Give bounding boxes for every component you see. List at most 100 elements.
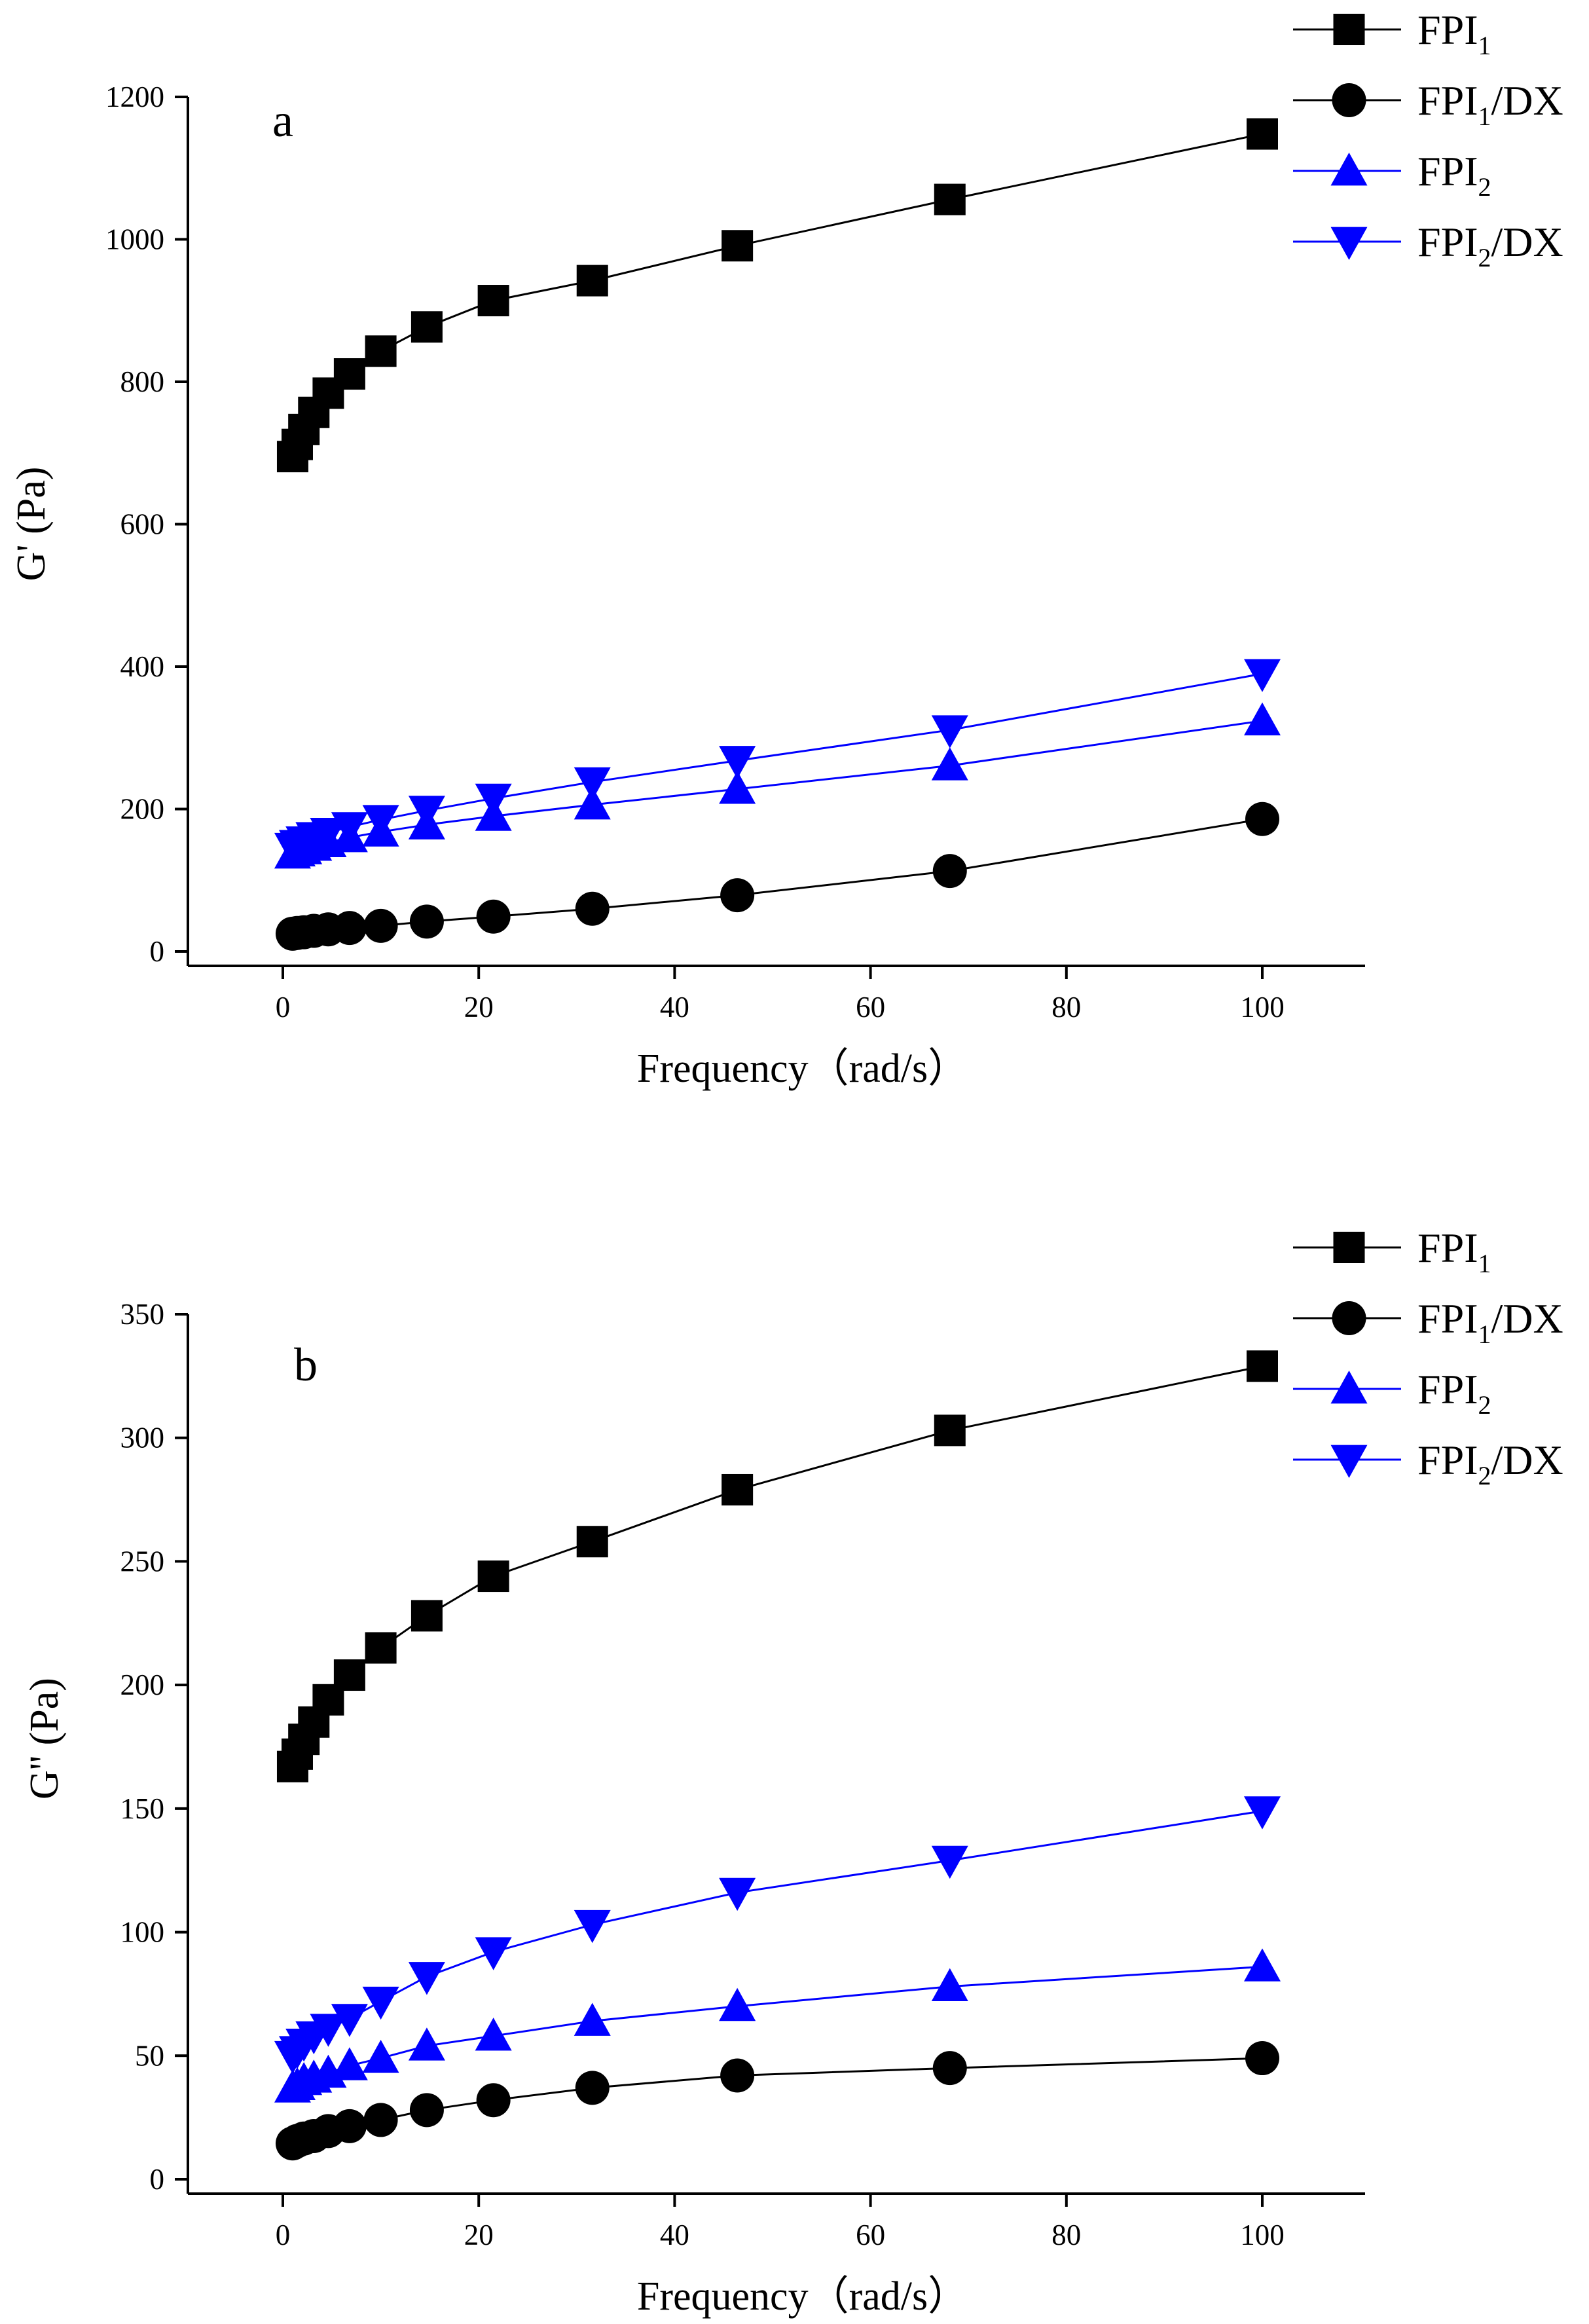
- data-point: [475, 1937, 512, 1970]
- legend-entry-fpi2-dx: FPI2/DX: [1293, 219, 1563, 272]
- series-fpi1-dx: [275, 2041, 1279, 2161]
- series-fpi1: [276, 118, 1278, 473]
- y-tick-label: 0: [150, 935, 165, 968]
- data-point: [363, 908, 398, 943]
- legend-label: FPI2/DX: [1417, 1437, 1563, 1490]
- x-tick-label: 40: [660, 991, 689, 1024]
- data-point: [932, 2051, 967, 2086]
- data-point: [931, 1845, 968, 1879]
- legend-entry-fpi1: FPI1: [1293, 7, 1491, 60]
- data-point: [332, 911, 367, 946]
- x-tick-label: 60: [856, 2219, 885, 2251]
- series-line: [292, 673, 1263, 849]
- x-tick-label: 60: [856, 991, 885, 1024]
- legend-marker: [1333, 14, 1365, 45]
- data-point: [476, 2083, 511, 2118]
- data-point: [931, 715, 968, 748]
- data-point: [333, 1659, 365, 1691]
- data-point: [409, 904, 444, 939]
- y-tick-label: 1000: [105, 223, 164, 256]
- y-tick-label: 0: [150, 2163, 165, 2196]
- legend-entry-fpi2: FPI2: [1293, 1366, 1491, 1420]
- data-point: [362, 2040, 399, 2073]
- series-line: [291, 133, 1263, 457]
- x-tick-label: 80: [1051, 2219, 1081, 2251]
- data-point: [574, 2002, 611, 2036]
- data-point: [1244, 702, 1281, 736]
- x-tick-label: 40: [660, 2219, 689, 2251]
- data-point: [476, 899, 511, 934]
- data-point: [365, 335, 397, 367]
- data-point: [331, 2047, 368, 2080]
- legend-label: FPI1: [1417, 1225, 1491, 1278]
- legend-entry-fpi1: FPI1: [1293, 1225, 1491, 1278]
- data-point: [1247, 1350, 1278, 1382]
- data-point: [574, 786, 611, 820]
- y-tick-label: 250: [120, 1545, 165, 1577]
- data-point: [310, 817, 347, 851]
- data-point: [331, 812, 368, 845]
- data-point: [719, 746, 756, 779]
- x-tick-label: 0: [276, 2219, 291, 2251]
- y-axis-title: G' (Pa): [9, 467, 54, 581]
- data-point: [408, 796, 445, 829]
- data-point: [365, 1632, 397, 1664]
- legend-label: FPI1/DX: [1417, 1295, 1563, 1349]
- legend-entry-fpi2-dx: FPI2/DX: [1293, 1437, 1563, 1490]
- legend-marker: [1330, 227, 1368, 260]
- data-point: [411, 1600, 443, 1632]
- data-point: [475, 783, 512, 817]
- series-fpi2-dx: [274, 659, 1281, 866]
- series-fpi2-dx: [274, 1796, 1281, 2075]
- y-axis-title: G'' (Pa): [22, 1678, 67, 1799]
- y-tick-label: 200: [120, 793, 165, 826]
- data-point: [1244, 1796, 1281, 1830]
- data-point: [931, 747, 968, 781]
- y-tick-label: 150: [120, 1792, 165, 1825]
- legend-marker: [1330, 1371, 1368, 1404]
- legend-marker: [1332, 1301, 1366, 1335]
- y-tick-label: 400: [120, 650, 165, 683]
- data-point: [720, 2058, 755, 2093]
- data-point: [934, 1414, 966, 1447]
- panel-label: a: [272, 94, 293, 147]
- data-point: [475, 2018, 512, 2051]
- chart-panel-a: 0 200 400 600 800 1000 1200 0 20 40 60 80 100 Frequen…: [9, 7, 1563, 1091]
- x-axis-title: Frequency（rad/s）: [637, 2274, 968, 2319]
- x-tick-label: 80: [1051, 991, 1081, 1024]
- data-point: [1244, 1948, 1281, 1982]
- series-line: [291, 1365, 1263, 1767]
- panel-label: b: [294, 1338, 318, 1391]
- legend-entry-fpi2: FPI2: [1293, 148, 1491, 202]
- x-tick-label: 0: [276, 991, 291, 1024]
- data-point: [333, 358, 365, 390]
- series-fpi2: [274, 702, 1281, 869]
- x-axis-title: Frequency（rad/s）: [637, 1046, 968, 1091]
- data-point: [362, 1986, 399, 2020]
- y-tick-label: 300: [120, 1422, 165, 1454]
- legend-label: FPI1: [1417, 7, 1491, 60]
- data-point: [931, 1968, 968, 2002]
- series-line: [292, 1965, 1263, 2089]
- legend-label: FPI2: [1417, 148, 1491, 202]
- series-line: [291, 1810, 1263, 2057]
- data-point: [574, 767, 611, 801]
- legend-marker: [1330, 1445, 1368, 1478]
- series-fpi1: [276, 1350, 1278, 1782]
- data-point: [477, 285, 509, 317]
- data-point: [1244, 659, 1281, 692]
- legend-label: FPI2/DX: [1417, 219, 1563, 272]
- data-point: [332, 2109, 367, 2143]
- data-point: [719, 1877, 756, 1911]
- x-tick-label: 20: [464, 2219, 494, 2251]
- data-point: [331, 2004, 368, 2037]
- chart-panel-b: 0 50 100 150 200 250 300 350 0 20 40 60 80 100 Frequen…: [22, 1225, 1563, 2319]
- legend-marker: [1333, 1232, 1365, 1263]
- data-point: [721, 230, 754, 262]
- data-point: [934, 183, 966, 215]
- series-fpi1-dx: [275, 802, 1279, 951]
- x-tick-label: 20: [464, 991, 494, 1024]
- x-tick-label: 100: [1240, 991, 1285, 1024]
- legend-marker: [1332, 83, 1366, 117]
- legend-entry-fpi1-dx: FPI1/DX: [1293, 1295, 1563, 1349]
